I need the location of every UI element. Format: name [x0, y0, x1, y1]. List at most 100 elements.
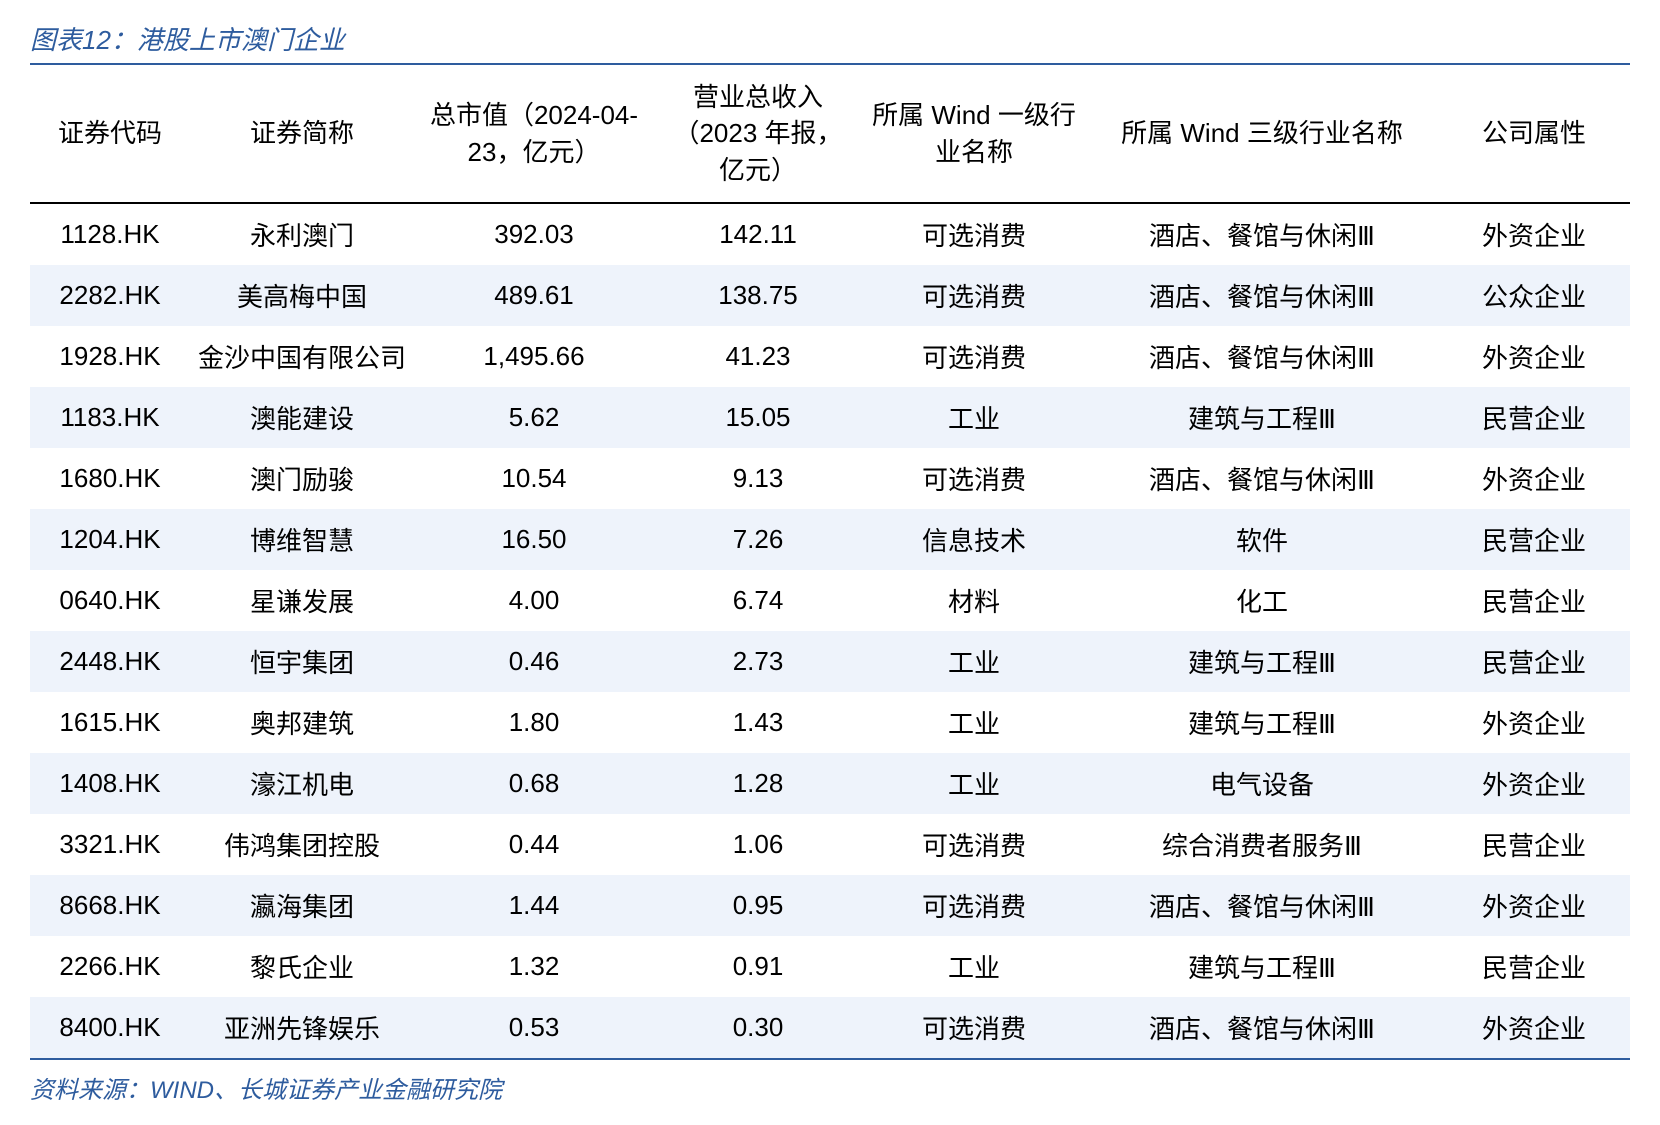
table-cell: 可选消费	[862, 448, 1086, 509]
table-cell: 0.30	[654, 997, 862, 1058]
table-cell: 8668.HK	[30, 875, 190, 936]
table-row: 1615.HK奥邦建筑1.801.43工业建筑与工程Ⅲ外资企业	[30, 692, 1630, 753]
table-row: 1204.HK博维智慧16.507.26信息技术软件民营企业	[30, 509, 1630, 570]
table-cell: 民营企业	[1438, 814, 1630, 875]
col-header-name: 证券简称	[190, 65, 414, 203]
table-cell: 瀛海集团	[190, 875, 414, 936]
table-cell: 伟鸿集团控股	[190, 814, 414, 875]
table-cell: 工业	[862, 387, 1086, 448]
table-cell: 0.53	[414, 997, 654, 1058]
table-cell: 酒店、餐馆与休闲Ⅲ	[1086, 875, 1438, 936]
table-cell: 1680.HK	[30, 448, 190, 509]
table-row: 1928.HK金沙中国有限公司1,495.6641.23可选消费酒店、餐馆与休闲…	[30, 326, 1630, 387]
table-header-row: 证券代码 证券简称 总市值（2024-04-23，亿元） 营业总收入（2023 …	[30, 65, 1630, 203]
table-cell: 1928.HK	[30, 326, 190, 387]
table-cell: 8400.HK	[30, 997, 190, 1058]
table-cell: 1.06	[654, 814, 862, 875]
table-cell: 1.32	[414, 936, 654, 997]
table-cell: 外资企业	[1438, 997, 1630, 1058]
table-cell: 博维智慧	[190, 509, 414, 570]
table-cell: 41.23	[654, 326, 862, 387]
table-cell: 民营企业	[1438, 936, 1630, 997]
table-cell: 奥邦建筑	[190, 692, 414, 753]
table-cell: 4.00	[414, 570, 654, 631]
table-row: 8400.HK亚洲先锋娱乐0.530.30可选消费酒店、餐馆与休闲Ⅲ外资企业	[30, 997, 1630, 1058]
table-cell: 外资企业	[1438, 692, 1630, 753]
table-cell: 可选消费	[862, 814, 1086, 875]
table-cell: 酒店、餐馆与休闲Ⅲ	[1086, 203, 1438, 265]
table-cell: 信息技术	[862, 509, 1086, 570]
table-cell: 可选消费	[862, 326, 1086, 387]
table-cell: 0.68	[414, 753, 654, 814]
table-cell: 16.50	[414, 509, 654, 570]
table-cell: 0.95	[654, 875, 862, 936]
table-row: 1183.HK澳能建设5.6215.05工业建筑与工程Ⅲ民营企业	[30, 387, 1630, 448]
table-cell: 恒宇集团	[190, 631, 414, 692]
table-cell: 可选消费	[862, 203, 1086, 265]
table-row: 0640.HK星谦发展4.006.74材料化工民营企业	[30, 570, 1630, 631]
table-cell: 化工	[1086, 570, 1438, 631]
table-cell: 软件	[1086, 509, 1438, 570]
table-cell: 15.05	[654, 387, 862, 448]
table-cell: 142.11	[654, 203, 862, 265]
table-row: 8668.HK瀛海集团1.440.95可选消费酒店、餐馆与休闲Ⅲ外资企业	[30, 875, 1630, 936]
col-header-code: 证券代码	[30, 65, 190, 203]
chart-title: 图表12：港股上市澳门企业	[30, 20, 1630, 65]
table-cell: 星谦发展	[190, 570, 414, 631]
col-header-wind1: 所属 Wind 一级行业名称	[862, 65, 1086, 203]
table-cell: 392.03	[414, 203, 654, 265]
source-note: 资料来源：WIND、长城证券产业金融研究院	[30, 1058, 1630, 1105]
table-cell: 0640.HK	[30, 570, 190, 631]
table-row: 2448.HK恒宇集团0.462.73工业建筑与工程Ⅲ民营企业	[30, 631, 1630, 692]
table-cell: 1.44	[414, 875, 654, 936]
table-cell: 1,495.66	[414, 326, 654, 387]
table-cell: 酒店、餐馆与休闲Ⅲ	[1086, 265, 1438, 326]
table-cell: 6.74	[654, 570, 862, 631]
table-cell: 外资企业	[1438, 753, 1630, 814]
table-cell: 外资企业	[1438, 448, 1630, 509]
table-cell: 黎氏企业	[190, 936, 414, 997]
table-row: 2282.HK美高梅中国489.61138.75可选消费酒店、餐馆与休闲Ⅲ公众企…	[30, 265, 1630, 326]
data-table: 证券代码 证券简称 总市值（2024-04-23，亿元） 营业总收入（2023 …	[30, 65, 1630, 1058]
table-cell: 酒店、餐馆与休闲Ⅲ	[1086, 448, 1438, 509]
table-cell: 0.46	[414, 631, 654, 692]
table-cell: 0.44	[414, 814, 654, 875]
table-cell: 公众企业	[1438, 265, 1630, 326]
table-cell: 酒店、餐馆与休闲Ⅲ	[1086, 326, 1438, 387]
table-cell: 工业	[862, 753, 1086, 814]
table-cell: 民营企业	[1438, 387, 1630, 448]
table-cell: 民营企业	[1438, 509, 1630, 570]
table-cell: 工业	[862, 692, 1086, 753]
table-cell: 138.75	[654, 265, 862, 326]
table-cell: 2448.HK	[30, 631, 190, 692]
table-cell: 0.91	[654, 936, 862, 997]
table-cell: 9.13	[654, 448, 862, 509]
table-cell: 3321.HK	[30, 814, 190, 875]
table-cell: 建筑与工程Ⅲ	[1086, 387, 1438, 448]
table-cell: 外资企业	[1438, 875, 1630, 936]
table-cell: 1615.HK	[30, 692, 190, 753]
table-cell: 7.26	[654, 509, 862, 570]
table-cell: 1408.HK	[30, 753, 190, 814]
table-cell: 外资企业	[1438, 203, 1630, 265]
table-cell: 489.61	[414, 265, 654, 326]
table-cell: 材料	[862, 570, 1086, 631]
table-cell: 酒店、餐馆与休闲Ⅲ	[1086, 997, 1438, 1058]
table-cell: 澳能建设	[190, 387, 414, 448]
table-body: 1128.HK永利澳门392.03142.11可选消费酒店、餐馆与休闲Ⅲ外资企业…	[30, 203, 1630, 1058]
table-cell: 工业	[862, 631, 1086, 692]
table-cell: 建筑与工程Ⅲ	[1086, 631, 1438, 692]
col-header-revenue: 营业总收入（2023 年报，亿元）	[654, 65, 862, 203]
col-header-wind3: 所属 Wind 三级行业名称	[1086, 65, 1438, 203]
table-cell: 建筑与工程Ⅲ	[1086, 936, 1438, 997]
table-cell: 2282.HK	[30, 265, 190, 326]
table-row: 1408.HK濠江机电0.681.28工业电气设备外资企业	[30, 753, 1630, 814]
table-cell: 1.28	[654, 753, 862, 814]
table-cell: 永利澳门	[190, 203, 414, 265]
table-cell: 金沙中国有限公司	[190, 326, 414, 387]
table-cell: 5.62	[414, 387, 654, 448]
table-cell: 濠江机电	[190, 753, 414, 814]
table-row: 1680.HK澳门励骏10.549.13可选消费酒店、餐馆与休闲Ⅲ外资企业	[30, 448, 1630, 509]
table-cell: 工业	[862, 936, 1086, 997]
col-header-prop: 公司属性	[1438, 65, 1630, 203]
